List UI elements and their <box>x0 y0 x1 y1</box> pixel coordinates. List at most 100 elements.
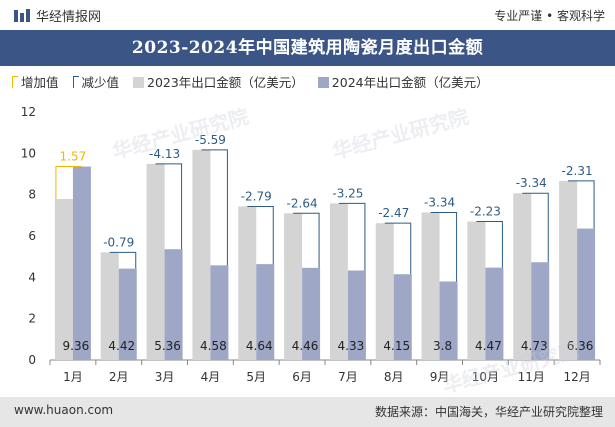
chart-title: 2023-2024年中国建筑用陶瓷月度出口金额 <box>131 38 484 58</box>
tagline: 专业严谨 • 客观科学 <box>494 9 605 23</box>
change-label: -2.64 <box>287 196 318 210</box>
value-label-2024: 4.33 <box>338 339 365 353</box>
bar-2024 <box>531 262 550 360</box>
change-bracket <box>568 180 595 229</box>
bar-2024 <box>210 265 229 360</box>
legend: 增加值 减少值 2023年出口金额（亿美元） 2024年出口金额（亿美元） <box>12 72 499 94</box>
x-category-label: 7月 <box>338 370 358 384</box>
x-category-label: 6月 <box>292 370 312 384</box>
top-bar: 华经情报网 专业严谨 • 客观科学 <box>0 0 615 30</box>
bar-2023 <box>513 193 532 360</box>
change-label: -3.34 <box>424 195 455 209</box>
change-bracket <box>476 221 503 268</box>
change-label: 1.57 <box>60 150 87 164</box>
value-label-2024: 5.36 <box>154 339 181 353</box>
y-tick-label: 10 <box>21 146 36 160</box>
change-bracket <box>201 149 228 266</box>
bar-2023 <box>421 212 440 360</box>
bar-chart: 0 2 4 6 8 10 12 1.57 9.36 1月 -0.79 4.42 2月 -4.13 5.36 3… <box>21 105 601 384</box>
x-category-label: 9月 <box>430 370 450 384</box>
change-bracket <box>293 212 320 268</box>
change-bracket <box>155 163 183 250</box>
y-tick-label: 6 <box>28 229 36 243</box>
change-bracket <box>109 251 137 269</box>
x-category-label: 3月 <box>155 370 175 384</box>
legend-label: 2024年出口金额（亿美元） <box>331 75 489 90</box>
legend-increase: 增加值 <box>12 72 59 91</box>
series-2024-swatch-icon <box>317 77 329 88</box>
footer: www.huaon.com 数据来源：中国海关，华经产业研究院整理 <box>0 397 615 427</box>
legend-label: 2023年出口金额（亿美元） <box>147 75 304 90</box>
x-category-label: 12月 <box>563 370 590 384</box>
change-label: -2.31 <box>562 164 593 178</box>
legend-label: 减少值 <box>81 75 120 90</box>
x-category-label: 8月 <box>384 370 404 384</box>
legend-decrease: 减少值 <box>72 72 120 91</box>
bar-2024 <box>485 267 504 360</box>
bar-2023 <box>146 163 165 360</box>
value-label-2024: 4.46 <box>292 339 319 353</box>
y-tick-label: 4 <box>28 270 36 284</box>
series-2023-swatch-icon <box>133 77 144 88</box>
bar-2023 <box>467 221 486 360</box>
value-label-2024: 4.64 <box>246 339 273 353</box>
bar-2023 <box>192 149 211 360</box>
value-label-2024: 4.42 <box>108 339 135 353</box>
brand: 华经情报网 <box>14 6 101 25</box>
value-label-2024: 4.73 <box>521 339 548 353</box>
bar-2024 <box>393 274 412 360</box>
y-tick-label: 2 <box>28 312 36 326</box>
change-label: -3.25 <box>332 186 363 200</box>
value-label-2024: 4.47 <box>475 339 502 353</box>
value-label-2024: 4.58 <box>200 339 227 353</box>
legend-label: 增加值 <box>21 75 59 90</box>
y-tick-label: 8 <box>28 188 36 202</box>
change-bracket <box>384 222 412 275</box>
bar-2024 <box>302 267 321 360</box>
bar-2023 <box>559 180 578 360</box>
value-label-2024: 4.15 <box>383 339 410 353</box>
change-bracket <box>247 205 274 265</box>
change-label: -2.79 <box>241 189 272 203</box>
x-category-label: 5月 <box>246 370 266 384</box>
bar-2024 <box>118 268 137 360</box>
bar-2024 <box>577 228 596 360</box>
bar-2024 <box>164 249 183 360</box>
change-bracket <box>55 166 82 200</box>
increase-swatch-icon <box>12 76 18 88</box>
legend-2023: 2023年出口金额（亿美元） <box>133 72 304 91</box>
footer-source: 数据来源：中国海关，华经产业研究院整理 <box>374 405 603 419</box>
change-bracket <box>522 192 549 263</box>
bar-2024 <box>256 264 275 360</box>
x-category-label: 11月 <box>518 370 545 384</box>
bar-2023 <box>54 199 73 360</box>
x-category-label: 1月 <box>63 370 83 384</box>
legend-2024: 2024年出口金额（亿美元） <box>317 72 489 91</box>
change-label: -2.23 <box>470 205 501 219</box>
brand-name: 华经情报网 <box>36 10 102 25</box>
bar-2024 <box>72 166 91 360</box>
change-label: -4.13 <box>149 147 180 161</box>
change-label: -3.34 <box>516 176 547 190</box>
value-label-2024: 6.36 <box>567 339 594 353</box>
bar-2023 <box>238 206 257 360</box>
change-label: -5.59 <box>195 133 226 147</box>
bar-2023 <box>329 203 348 360</box>
footer-url: www.huaon.com <box>14 403 114 417</box>
x-category-label: 10月 <box>472 370 499 384</box>
value-label-2024: 9.36 <box>63 339 90 353</box>
change-label: -0.79 <box>103 235 134 249</box>
value-label-2024: 3.8 <box>433 339 452 353</box>
bar-2023 <box>284 213 303 360</box>
bar-2023 <box>375 223 394 360</box>
title-bar: 2023-2024年中国建筑用陶瓷月度出口金额 <box>0 30 615 66</box>
x-category-label: 2月 <box>109 370 129 384</box>
change-bracket <box>338 202 366 271</box>
y-tick-label: 0 <box>28 353 36 367</box>
bar-2024 <box>347 270 366 360</box>
change-bracket <box>430 211 458 282</box>
x-category-label: 4月 <box>201 370 221 384</box>
brand-logo-icon <box>14 9 30 22</box>
bar-2024 <box>439 281 458 360</box>
